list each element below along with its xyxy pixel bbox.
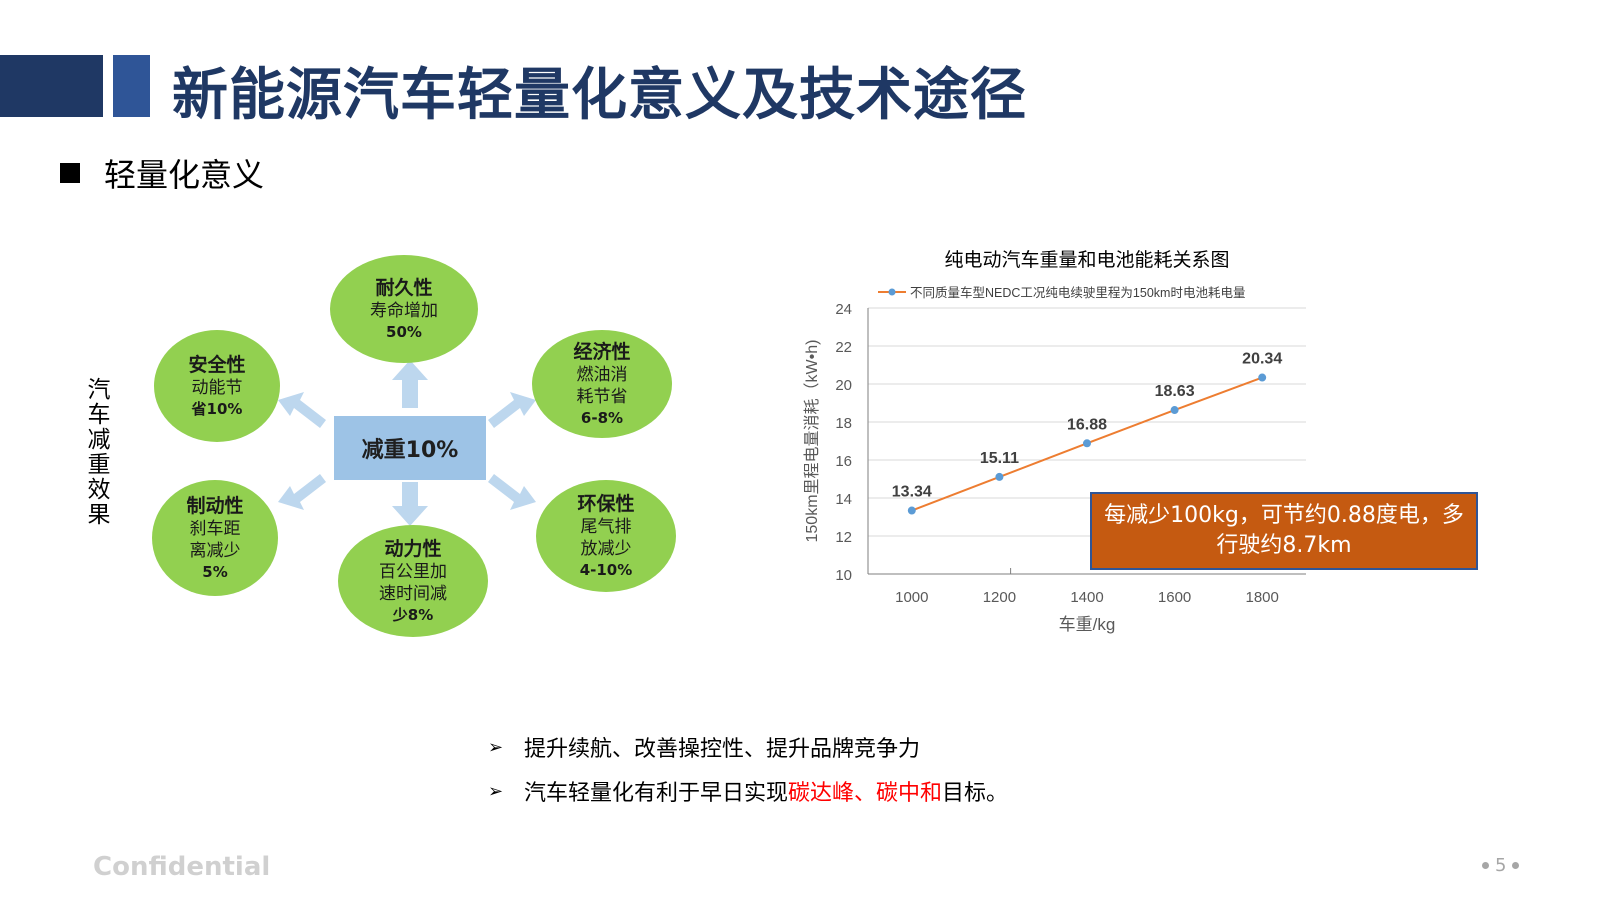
node-line: 燃油消	[576, 364, 628, 385]
x-axis-label: 车重/kg	[1059, 615, 1116, 634]
data-label: 18.63	[1155, 383, 1195, 400]
square-bullet-icon	[60, 163, 80, 183]
node-title: 环保性	[577, 492, 635, 515]
page-indicator: 5	[1482, 855, 1520, 876]
line-chart: 纯电动汽车重量和电池能耗关系图 10 12 14 16 18 20 22 24 1000 1200 1…	[803, 249, 1306, 634]
arrow-up-icon	[392, 360, 428, 408]
arrow-lower-right-icon	[488, 474, 536, 510]
node-line: 耗节省	[576, 386, 628, 407]
node-line: 离减少	[189, 540, 241, 561]
node-line: 尾气排	[580, 516, 632, 537]
side-label-char: 减	[87, 427, 111, 453]
y-axis-label: 150km里程电量消耗（kW•h)	[803, 340, 821, 543]
bullet-text: 汽车轻量化有利于早日实现	[524, 781, 789, 806]
node-line: 放减少	[580, 538, 632, 559]
arrow-bullet-icon: ➢	[488, 736, 504, 758]
data-point	[995, 472, 1004, 481]
y-tick-label: 22	[835, 339, 852, 356]
bullet-text: 提升续航、改善操控性、提升品牌竞争力	[524, 737, 921, 762]
legend-marker	[888, 288, 896, 296]
diagram-side-label: 汽 车 减 重 效 果	[84, 378, 114, 528]
node-title: 经济性	[573, 340, 631, 363]
x-tick-label: 1000	[895, 589, 928, 606]
node-power: 动力性 百公里加 速时间减 少8%	[338, 525, 488, 637]
chart-title: 纯电动汽车重量和电池能耗关系图	[944, 249, 1229, 271]
bullet-suffix: 目标。	[942, 781, 1009, 806]
node-line: 速时间减	[379, 583, 447, 604]
data-point	[1083, 439, 1091, 448]
bullet-item: ➢ 提升续航、改善操控性、提升品牌竞争力	[488, 725, 1008, 769]
data-point	[1258, 373, 1267, 382]
section-title: 轻量化意义	[104, 156, 265, 194]
node-title: 制动性	[186, 494, 244, 517]
confidential-watermark: Confidential	[93, 852, 271, 882]
node-title: 耐久性	[375, 276, 433, 299]
node-value: 省10%	[191, 399, 243, 418]
x-tick-label: 1800	[1246, 589, 1279, 606]
side-label-char: 果	[87, 502, 111, 528]
data-point	[907, 506, 916, 515]
node-braking: 制动性 刹车距 离减少 5%	[152, 480, 278, 596]
bullet-item: ➢ 汽车轻量化有利于早日实现 碳达峰、碳中和 目标。	[488, 769, 1008, 813]
y-tick-label: 14	[835, 491, 852, 508]
y-tick-label: 18	[835, 415, 852, 432]
y-tick-label: 24	[835, 301, 852, 318]
page-number: 5	[1495, 855, 1507, 876]
side-label-char: 车	[87, 402, 111, 428]
data-label: 20.34	[1242, 351, 1282, 368]
node-value: 5%	[202, 562, 228, 581]
x-tick-label: 1600	[1158, 589, 1191, 606]
bullet-highlight: 碳达峰、碳中和	[788, 781, 943, 806]
node-environment: 环保性 尾气排 放减少 4-10%	[536, 480, 676, 592]
node-title: 动力性	[384, 537, 442, 560]
node-economy: 经济性 燃油消 耗节省 6-8%	[532, 330, 672, 438]
arrow-upper-left-icon	[278, 392, 326, 428]
node-line: 百公里加	[379, 561, 447, 582]
y-tick-label: 10	[835, 567, 852, 584]
bullet-list: ➢ 提升续航、改善操控性、提升品牌竞争力 ➢ 汽车轻量化有利于早日实现 碳达峰、碳…	[488, 725, 1008, 813]
dot-icon	[1512, 862, 1520, 869]
data-point	[1170, 406, 1179, 415]
arrow-upper-right-icon	[488, 392, 536, 428]
node-line: 刹车距	[189, 518, 241, 539]
node-value: 50%	[386, 322, 422, 341]
section-heading: 轻量化意义	[60, 150, 264, 196]
x-tick-label: 1400	[1070, 589, 1103, 606]
node-line: 寿命增加	[370, 300, 438, 321]
node-durability: 耐久性 寿命增加 50%	[330, 255, 478, 363]
arrow-bullet-icon: ➢	[488, 780, 504, 802]
node-value: 4-10%	[579, 560, 633, 579]
arrow-lower-left-icon	[278, 474, 326, 510]
node-line: 动能节	[191, 377, 243, 398]
node-value: 6-8%	[580, 408, 624, 427]
node-safety: 安全性 动能节 省10%	[154, 330, 280, 442]
node-title: 安全性	[188, 353, 246, 376]
data-label: 16.88	[1067, 416, 1107, 433]
dot-icon	[1482, 862, 1489, 869]
data-label: 15.11	[980, 450, 1019, 467]
side-label-char: 效	[87, 477, 111, 503]
chart-annotation-callout: 每减少100kg，可节约0.88度电，多行驶约8.7km	[1090, 492, 1478, 570]
y-tick-label: 16	[835, 453, 852, 470]
center-box-weight-reduction: 减重10%	[334, 416, 486, 480]
legend-label: 不同质量车型NEDC工况纯电续驶里程为150km时电池耗电量	[910, 285, 1245, 300]
side-label-char: 重	[87, 452, 111, 478]
y-tick-label: 20	[835, 377, 852, 394]
page-title: 新能源汽车轻量化意义及技术途径	[172, 63, 1027, 128]
x-tick-label: 1200	[983, 589, 1016, 606]
y-tick-label: 12	[835, 529, 852, 546]
node-value: 少8%	[392, 605, 434, 624]
data-label: 13.34	[892, 484, 932, 501]
arrow-down-icon	[392, 482, 428, 526]
header-bar-dark	[0, 55, 103, 117]
header-bar-accent	[113, 55, 150, 117]
side-label-char: 汽	[87, 377, 111, 403]
